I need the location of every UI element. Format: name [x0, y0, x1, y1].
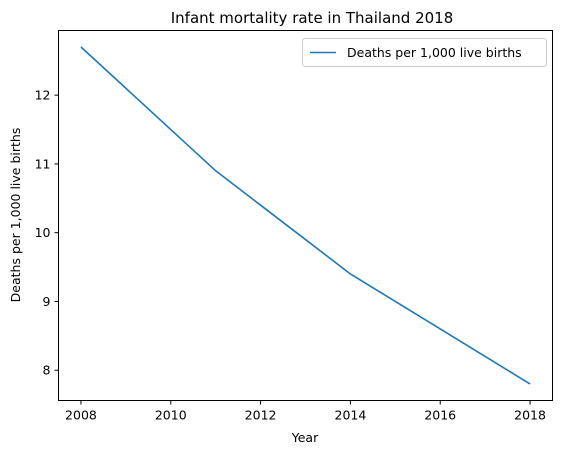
- x-axis: 2008 2010 2012 2014 2016 2018: [65, 400, 546, 423]
- x-tick-label: 2014: [335, 408, 367, 423]
- y-tick-label: 10: [35, 225, 51, 240]
- x-tick-label: 2008: [65, 408, 97, 423]
- x-axis-label: Year: [291, 430, 319, 445]
- y-tick-label: 11: [35, 156, 51, 171]
- series-line: [80, 46, 531, 385]
- legend-box: [302, 38, 547, 67]
- chart-title: Infant mortality rate in Thailand 2018: [171, 9, 454, 27]
- x-tick-label: 2012: [245, 408, 277, 423]
- x-tick-label: 2016: [424, 408, 456, 423]
- legend: Deaths per 1,000 live births: [302, 38, 547, 67]
- legend-entry-label: Deaths per 1,000 live births: [347, 45, 522, 60]
- plot-area: [80, 46, 531, 385]
- y-tick-label: 8: [43, 363, 51, 378]
- y-axis: 8 9 10 11 12: [35, 88, 59, 378]
- y-tick-label: 12: [35, 88, 51, 103]
- y-tick-label: 9: [43, 294, 51, 309]
- x-tick-label: 2010: [155, 408, 187, 423]
- x-tick-label: 2018: [514, 408, 546, 423]
- plot-frame: [58, 30, 553, 401]
- y-axis-label: Deaths per 1,000 live births: [8, 128, 23, 303]
